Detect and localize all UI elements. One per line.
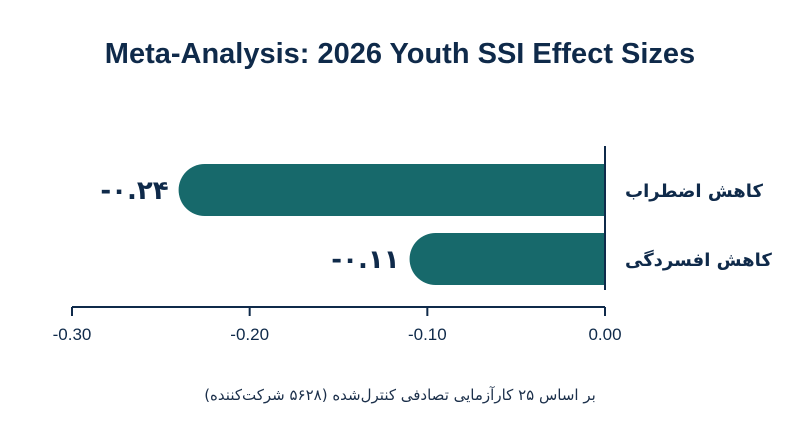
category-label: کاهش اضطراب <box>625 181 764 202</box>
x-axis: -0.30 -0.20 -0.10 0.00 <box>53 146 622 344</box>
bars-layer: -۰.۲۴ کاهش اضطراب -۰.۱۱ کاهش افسردگی <box>100 164 772 285</box>
x-tick-label: -0.10 <box>408 325 447 344</box>
x-tick-label: -0.20 <box>230 325 269 344</box>
x-tick-label: 0.00 <box>588 325 621 344</box>
chart-title: Meta-Analysis: 2026 Youth SSI Effect Siz… <box>104 38 696 70</box>
data-label: -۰.۲۴ <box>100 176 168 206</box>
data-label: -۰.۱۱ <box>331 245 399 275</box>
footnote: بر اساس ۲۵ کارآزمایی تصادفی کنترل‌شده (۵… <box>204 386 596 404</box>
bar <box>178 164 605 216</box>
x-tick-label: -0.30 <box>53 325 92 344</box>
category-label: کاهش افسردگی <box>625 249 772 271</box>
bar <box>409 233 605 285</box>
